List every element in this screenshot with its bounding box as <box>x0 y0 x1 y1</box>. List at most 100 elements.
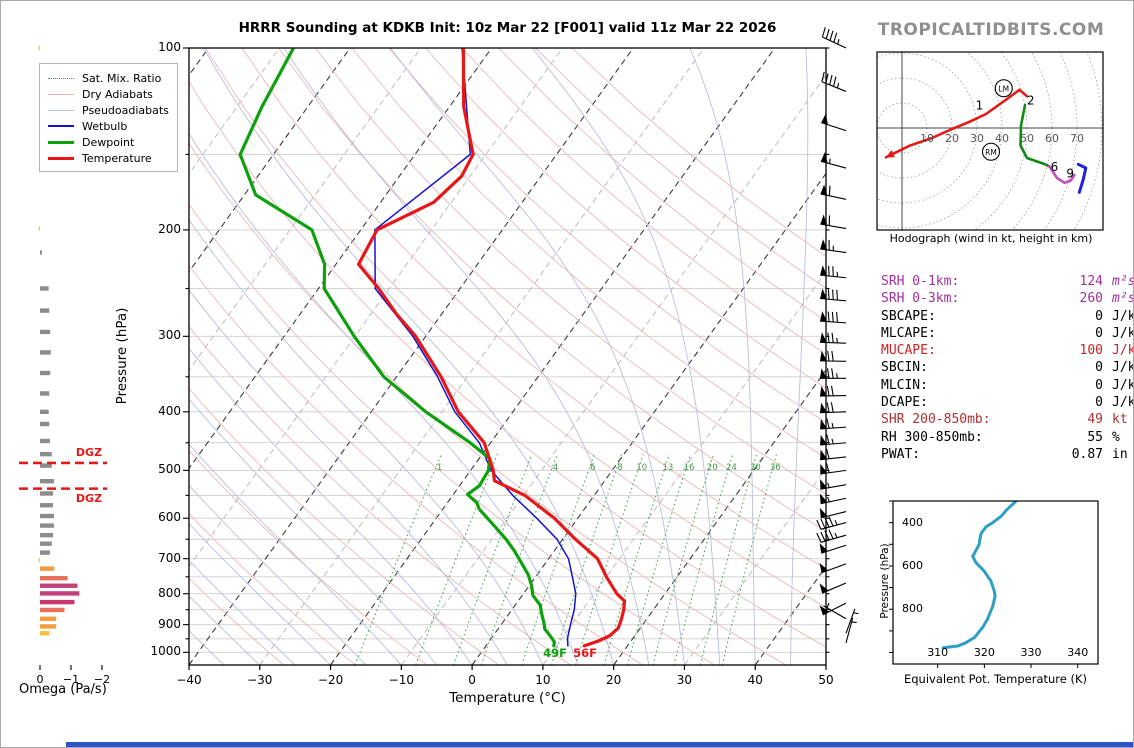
omega-bar <box>40 583 78 588</box>
pressure-tick-label: 300 <box>158 328 181 343</box>
stat-row: PWAT: 0.87 in <box>881 446 1128 463</box>
dgz-label-lower: DGZ <box>75 492 103 505</box>
omega-bar <box>40 463 52 468</box>
omega-bar <box>40 541 52 546</box>
omega-bar <box>40 503 54 508</box>
legend-item: Sat. Mix. Ratio <box>48 70 169 86</box>
stat-value: 0 <box>1095 325 1103 341</box>
temperature-axis-label: Temperature (°C) <box>449 690 566 706</box>
mixing-ratio-label: 16 <box>684 463 695 473</box>
pressure-tick-label: 1000 <box>150 644 181 659</box>
svg-text:LM: LM <box>998 84 1009 93</box>
mixing-ratio-line <box>452 453 533 665</box>
stat-unit: in <box>1112 446 1128 462</box>
omega-bar <box>40 607 65 613</box>
legend-line-sample <box>48 156 74 160</box>
omega-bar <box>38 45 40 51</box>
stat-unit: % <box>1112 429 1120 445</box>
stat-row: SBCIN: 0 J/kg <box>881 359 1133 376</box>
stat-row: SHR 200-850mb: 49 kt <box>881 411 1128 428</box>
stat-value: 0 <box>1095 377 1103 393</box>
omega-bar <box>38 557 40 563</box>
hodograph-trace-0-2km <box>884 88 1029 159</box>
stat-unit: m²s⁻² <box>1112 291 1133 307</box>
stat-unit: m²s⁻² <box>1112 274 1133 289</box>
stat-unit: J/kg <box>1112 360 1133 376</box>
stat-unit: J/kg <box>1112 308 1133 324</box>
pressure-tick-label: 800 <box>158 585 181 600</box>
mixing-ratio-label: 4 <box>553 463 558 473</box>
temp-tick-label: 0 <box>468 673 476 687</box>
legend-item-label: Temperature <box>82 151 152 165</box>
temp-tick-label: 50 <box>818 673 834 687</box>
temperature-curve <box>357 48 627 648</box>
omega-bar <box>40 631 50 636</box>
hodograph-tick-label: 60 <box>1045 132 1059 145</box>
omega-bar <box>40 421 50 427</box>
stat-unit: J/kg <box>1112 325 1133 341</box>
mixing-ratio-line <box>354 453 442 665</box>
hodograph-trace-6-9km <box>1048 165 1076 185</box>
mixing-ratio-label: 10 <box>636 463 647 473</box>
hodograph-trace-2-6km <box>1019 103 1051 168</box>
mixing-ratio-label: 13 <box>662 463 673 473</box>
omega-bar <box>40 513 54 519</box>
mixing-ratio-line <box>480 453 558 665</box>
omega-bar <box>40 250 42 255</box>
stat-label: MLCIN: <box>881 377 928 393</box>
legend-item: Temperature <box>48 150 169 166</box>
stat-value: 55 <box>1087 429 1103 445</box>
theta-e-panel <box>941 501 1018 650</box>
mixing-ratio-line <box>721 453 777 665</box>
hodograph-frame <box>876 51 1104 231</box>
stat-unit: J/kg <box>1112 377 1133 393</box>
theta-e-y-tick: 400 <box>902 515 923 529</box>
stat-label: MUCAPE: <box>881 343 936 359</box>
theta-e-axis-label: Equivalent Pot. Temperature (K) <box>903 672 1088 686</box>
omega-bar <box>40 591 80 596</box>
temp-tick-label: 20 <box>606 673 622 687</box>
omega-bar <box>40 451 52 457</box>
stat-value: 260 <box>1079 291 1103 307</box>
stat-row: RH 300-850mb: 55% <box>881 429 1120 446</box>
wind-barb-column <box>816 27 859 644</box>
legend-item: Pseudoadiabats <box>48 102 169 118</box>
temp-tick-label: −20 <box>317 673 344 687</box>
pressure-tick-label: 100 <box>158 40 181 54</box>
omega-bar <box>40 532 54 538</box>
omega-bar <box>40 350 51 355</box>
temp-tick-label: −30 <box>247 673 273 687</box>
theta-e-pressure-label: Pressure (hPa) <box>879 543 891 619</box>
hodograph-caption: Hodograph (wind in kt, height in km) <box>889 232 1093 245</box>
theta-e-frame <box>892 500 1099 665</box>
hodograph: 1 2 6 9 LM RM <box>877 52 1103 230</box>
hodograph-height-label: 2 <box>1027 94 1035 108</box>
stat-label: SRH 0-3km: <box>881 291 960 307</box>
mixing-ratio-label: 24 <box>726 463 737 473</box>
legend-item-label: Wetbulb <box>82 119 128 133</box>
hodograph-arrowhead <box>886 150 895 158</box>
omega-bar <box>40 575 68 581</box>
omega-panel <box>19 45 107 670</box>
hodograph-tick-label: 70 <box>1070 132 1084 145</box>
omega-bar <box>40 391 50 396</box>
omega-bar <box>40 438 50 444</box>
mixing-ratio-label: 1 <box>437 463 442 473</box>
mixing-ratio-line <box>415 453 498 665</box>
theta-e-x-tick: 340 <box>1067 646 1089 659</box>
hodograph-height-label: 6 <box>1051 160 1059 174</box>
hodograph-height-label: 9 <box>1066 167 1074 181</box>
legend-item: Dewpoint <box>48 134 169 150</box>
omega-bar <box>38 226 40 231</box>
mixing-ratio-label: 30 <box>750 463 761 473</box>
stat-row: MLCAPE: 0 J/kg <box>881 325 1133 342</box>
stat-label: SBCIN: <box>881 360 928 376</box>
hodograph-tick-label: 50 <box>1020 132 1034 145</box>
hodograph-marker-RM <box>981 142 1001 161</box>
mixing-ratio-line <box>574 453 644 665</box>
omega-bar <box>40 286 49 291</box>
theta-e-y-tick: 800 <box>902 602 923 616</box>
